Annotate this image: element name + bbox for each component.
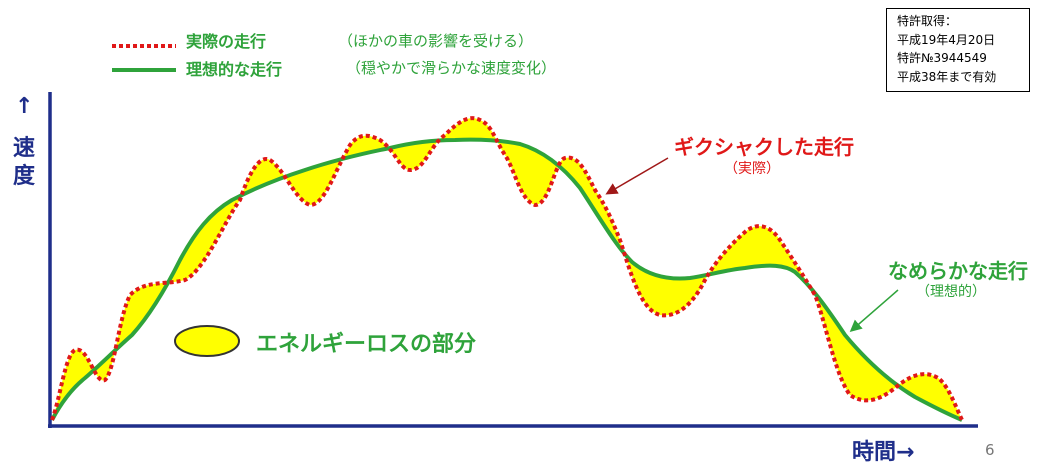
y-axis-arrow: ↑ — [15, 94, 34, 119]
smooth-driving-label: なめらかな走行 — [888, 259, 1028, 283]
energy-loss-area — [52, 118, 962, 420]
ideal-curve — [50, 137, 963, 422]
patent-line-4: 平成38年まで有効 — [897, 69, 997, 84]
legend-actual-note: （ほかの車の影響を受ける） — [338, 32, 534, 50]
patent-info-box: 特許取得： 平成19年4月20日 特許№3944549 平成38年まで有効 — [886, 8, 1030, 92]
jerky-pointer-arrow — [605, 157, 669, 195]
page-number: 6 — [985, 441, 995, 459]
x-axis-label: 時間→ — [852, 440, 915, 465]
legend-ideal-note: （穏やかで滑らかな速度変化） — [346, 59, 557, 77]
y-axis-label-2: 度 — [13, 164, 36, 189]
patent-line-1: 特許取得： — [897, 14, 958, 28]
jerky-driving-label: ギクシャクした走行 — [674, 135, 854, 159]
actual-curve — [50, 116, 964, 421]
energy-loss-label: エネルギーロスの部分 — [256, 332, 477, 357]
legend-actual-label: 実際の走行 — [186, 32, 267, 51]
y-axis-label-1: 速 — [13, 136, 36, 161]
energy-loss-swatch — [174, 325, 240, 357]
jerky-driving-sub: （実際） — [724, 161, 780, 177]
legend-ideal-label: 理想的な走行 — [186, 60, 283, 79]
smooth-driving-sub: （理想的） — [916, 284, 986, 300]
patent-line-3: 特許№3944549 — [897, 51, 987, 65]
patent-line-2: 平成19年4月20日 — [897, 32, 996, 47]
smooth-pointer-arrow — [849, 289, 899, 332]
